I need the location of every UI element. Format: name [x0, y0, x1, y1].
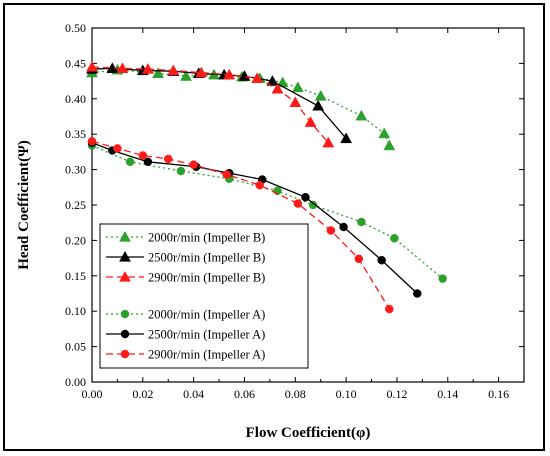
data-point: [289, 96, 302, 107]
series-6: [87, 137, 394, 314]
data-point: [322, 136, 335, 148]
legend-box: [99, 223, 309, 369]
legend-entry: 2900r/min (Impeller B): [106, 271, 265, 285]
data-point: [143, 157, 153, 167]
series-3: [86, 60, 335, 148]
x-tick-label: 0.12: [386, 387, 407, 401]
data-point: [326, 226, 336, 235]
legend-marker: [120, 309, 130, 319]
data-point: [304, 116, 317, 127]
series-2: [86, 62, 353, 144]
x-tick-label: 0.00: [82, 387, 103, 401]
y-tick-label: 0.20: [65, 233, 86, 247]
data-point: [314, 89, 327, 101]
legend-entry: 2900r/min (Impeller A): [106, 348, 265, 362]
y-tick-label: 0.35: [65, 127, 86, 141]
data-point: [163, 154, 173, 164]
y-tick-label: 0.40: [65, 92, 86, 106]
data-point: [176, 166, 186, 176]
x-tick-label: 0.10: [336, 387, 357, 401]
data-point: [138, 151, 148, 160]
data-point: [255, 180, 264, 190]
legend-entry: 2500r/min (Impeller A): [106, 328, 265, 342]
data-point: [301, 192, 310, 202]
data-point: [383, 139, 396, 151]
data-point: [189, 160, 198, 169]
data-point: [251, 72, 264, 83]
data-point: [195, 66, 208, 78]
data-point: [340, 132, 353, 144]
y-tick-label: 0.50: [65, 21, 86, 35]
data-point: [312, 99, 325, 111]
data-point: [125, 157, 135, 167]
y-tick-label: 0.45: [65, 56, 86, 70]
legend-label: 2900r/min (Impeller B): [148, 271, 265, 285]
x-tick-label: 0.02: [132, 387, 153, 401]
data-point: [113, 144, 122, 153]
legend-marker: [120, 329, 130, 339]
data-point: [378, 127, 391, 139]
data-point: [141, 63, 154, 74]
data-point: [152, 67, 164, 78]
data-point: [357, 217, 366, 227]
legend-label: 2900r/min (Impeller A): [148, 348, 265, 362]
data-point: [167, 64, 180, 76]
data-point: [116, 62, 129, 74]
data-point: [271, 82, 284, 94]
legend-entry: 2500r/min (Impeller B): [106, 251, 265, 265]
series-line: [91, 67, 347, 139]
x-axis-label: Flow Coefficient(φ): [246, 425, 371, 441]
y-tick-label: 0.00: [65, 375, 86, 389]
data-point: [438, 274, 447, 283]
y-axis-label: Head Coefficient(Ψ): [16, 140, 32, 270]
data-point: [354, 254, 364, 264]
data-point: [293, 199, 303, 208]
legend-marker: [119, 270, 131, 282]
legend-label: 2500r/min (Impeller A): [148, 328, 265, 342]
legend-marker: [120, 349, 130, 359]
x-tick-label: 0.06: [234, 387, 255, 401]
data-point: [223, 68, 236, 80]
legend-marker: [119, 250, 131, 262]
x-tick-label: 0.14: [437, 387, 458, 401]
legend: 2000r/min (Impeller B) 2500r/min (Impelle…: [99, 223, 309, 369]
data-point: [413, 289, 422, 298]
x-tick-label: 0.04: [183, 387, 204, 401]
data-point: [355, 109, 368, 121]
data-point: [180, 70, 192, 81]
data-point: [385, 304, 394, 314]
series-line: [91, 142, 418, 294]
x-tick-label: 0.08: [285, 387, 306, 401]
data-point: [291, 81, 304, 93]
data-point: [87, 137, 97, 146]
legend-label: 2000r/min (Impeller B): [148, 231, 265, 245]
legend-entry: 2000r/min (Impeller B): [106, 231, 265, 245]
data-point: [238, 70, 251, 81]
y-tick-label: 0.30: [65, 163, 86, 177]
y-tick-label: 0.15: [65, 269, 86, 283]
y-tick-label: 0.05: [65, 340, 86, 354]
y-tick-label: 0.10: [65, 304, 86, 318]
axes: 0.00 0.02 0.04 0.06 0.08 0.10 0.12 0.14 0.16 0.00…: [65, 21, 525, 401]
data-point: [339, 222, 348, 232]
legend-label: 2500r/min (Impeller B): [148, 251, 265, 265]
data-point: [308, 200, 318, 210]
data-point: [390, 234, 399, 243]
data-point: [86, 60, 98, 72]
data-point: [222, 170, 231, 179]
legend-label: 2000r/min (Impeller A): [148, 308, 265, 322]
legend-marker: [119, 230, 131, 242]
legend-entry: 2000r/min (Impeller A): [106, 308, 265, 322]
x-tick-label: 0.16: [488, 387, 509, 401]
data-point: [377, 255, 386, 265]
y-tick-label: 0.25: [65, 198, 86, 212]
series-layer: [86, 60, 447, 314]
